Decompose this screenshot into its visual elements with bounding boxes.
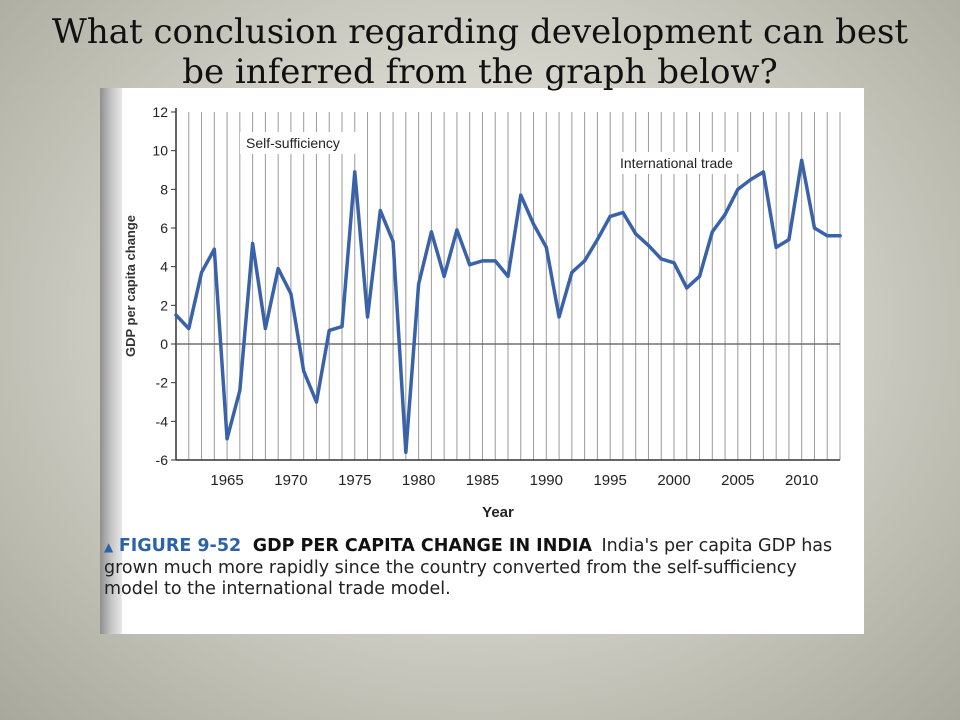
data-point-1963 xyxy=(199,270,204,275)
page-binding-edge xyxy=(100,88,122,634)
data-point-2007 xyxy=(761,170,765,174)
data-point-1981 xyxy=(429,230,433,234)
caption-text: India's per capita GDP has grown much mo… xyxy=(104,536,833,599)
x-tick-label: 1970 xyxy=(274,472,307,489)
annotation-international-trade: International trade xyxy=(620,155,733,171)
x-tick-label: 1985 xyxy=(466,472,499,489)
data-point-1964 xyxy=(212,247,216,251)
data-point-1967 xyxy=(251,241,255,246)
data-point-1990 xyxy=(544,245,548,249)
data-point-1977 xyxy=(378,209,382,213)
y-tick-label: 2 xyxy=(160,297,168,313)
gdp-line-chart: 12 10 8 6 4 2 0 -2 -4 -6 1965 1970 1975 1980 1985 1990 1… xyxy=(123,104,842,521)
data-point-1975 xyxy=(353,170,357,174)
data-point-2004 xyxy=(723,212,727,217)
data-point-1966 xyxy=(238,388,242,392)
data-point-1984 xyxy=(468,263,472,267)
y-tick-label: 12 xyxy=(152,104,168,120)
data-point-1991 xyxy=(557,315,561,319)
data-point-2002 xyxy=(697,274,702,278)
data-point-2003 xyxy=(710,230,714,234)
data-point-1962 xyxy=(187,326,191,331)
data-point-1972 xyxy=(314,400,319,404)
y-tick-label: -2 xyxy=(156,375,169,391)
x-tick-label: 1975 xyxy=(338,472,371,489)
annotation-self-sufficiency: Self-sufficiency xyxy=(246,135,340,151)
data-point-1983 xyxy=(455,228,459,232)
data-point-1968 xyxy=(263,326,267,331)
data-point-2006 xyxy=(749,178,753,182)
figure-title: GDP PER CAPITA CHANGE IN INDIA xyxy=(252,536,592,556)
data-point-1982 xyxy=(442,274,446,278)
data-point-2000 xyxy=(672,261,676,265)
data-point-1992 xyxy=(570,270,574,275)
x-axis-title: Year xyxy=(482,504,514,521)
figure-number: FIGURE 9-52 xyxy=(118,536,242,556)
data-point-1978 xyxy=(391,239,395,244)
data-point-2012 xyxy=(825,234,829,238)
data-point-1965 xyxy=(225,437,229,441)
x-tick-label: 2010 xyxy=(785,472,818,489)
annotation-background xyxy=(614,152,749,174)
y-tick-label: 0 xyxy=(160,336,168,352)
annotation-background xyxy=(240,132,360,154)
data-point-1985 xyxy=(480,259,485,263)
x-tick-label: 1995 xyxy=(593,472,626,489)
data-point-1999 xyxy=(659,257,663,261)
data-point-1970 xyxy=(289,292,293,296)
data-point-1986 xyxy=(493,259,497,263)
figure-caption: ▲ FIGURE 9-52 GDP PER CAPITA CHANGE IN I… xyxy=(104,536,854,600)
data-point-1998 xyxy=(646,243,651,247)
data-point-1997 xyxy=(634,232,638,236)
data-point-1969 xyxy=(276,267,280,271)
data-point-2011 xyxy=(812,226,817,230)
data-point-1993 xyxy=(583,259,587,263)
data-point-2013 xyxy=(838,234,842,238)
y-tick-label: 4 xyxy=(160,259,168,275)
data-point-1961 xyxy=(174,313,178,317)
data-point-1971 xyxy=(302,369,306,373)
data-point-1979 xyxy=(404,450,408,454)
data-point-1988 xyxy=(519,193,523,197)
data-point-1987 xyxy=(506,274,510,278)
y-tick-label: -4 xyxy=(156,413,169,429)
y-tick-label: 6 xyxy=(160,220,168,236)
data-point-2001 xyxy=(685,286,689,290)
x-tick-label: 1990 xyxy=(530,472,563,489)
y-tick-label: -6 xyxy=(156,452,169,468)
data-point-1996 xyxy=(621,210,625,215)
y-tick-label: 10 xyxy=(152,143,168,159)
data-point-1995 xyxy=(608,214,612,218)
data-point-2009 xyxy=(787,238,791,242)
x-tick-label: 1965 xyxy=(210,472,243,489)
data-point-1973 xyxy=(327,328,331,333)
data-point-1989 xyxy=(531,222,536,226)
slide-title: What conclusion regarding development ca… xyxy=(51,12,909,92)
data-point-2008 xyxy=(774,245,778,249)
x-tick-label: 2000 xyxy=(657,472,690,489)
y-tick-label: 8 xyxy=(160,181,168,197)
data-point-1994 xyxy=(595,238,599,242)
data-point-1976 xyxy=(365,315,370,319)
figure-photo: 12 10 8 6 4 2 0 -2 -4 -6 1965 1970 1975 1980 1985 1990 1… xyxy=(100,88,864,634)
x-tick-label: 1980 xyxy=(402,472,435,489)
caption-triangle-icon: ▲ xyxy=(104,540,114,554)
data-point-2005 xyxy=(736,187,740,191)
y-axis-title: GDP per capita change xyxy=(123,215,138,357)
x-tick-label: 2005 xyxy=(721,472,754,489)
data-point-1974 xyxy=(340,325,344,329)
data-point-1980 xyxy=(417,282,421,286)
data-point-2010 xyxy=(800,158,804,162)
